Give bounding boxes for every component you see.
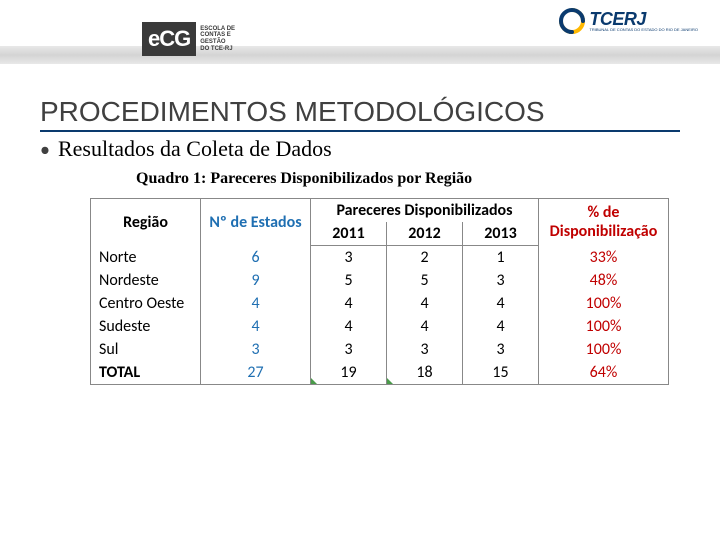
table-cell: Norte bbox=[91, 246, 201, 270]
table-cell: 3 bbox=[463, 338, 539, 361]
slide-header: eCG ESCOLA DE CONTAS E GESTÃO DO TCE-RJ … bbox=[0, 0, 720, 72]
table-cell: Sul bbox=[91, 338, 201, 361]
table-cell: Sudeste bbox=[91, 315, 201, 338]
table-cell: 5 bbox=[311, 269, 387, 292]
ecg-logo-line2: CONTAS E bbox=[200, 32, 260, 39]
th-pct: % de Disponibilização bbox=[539, 199, 669, 246]
table-cell: Centro Oeste bbox=[91, 292, 201, 315]
th-2012: 2012 bbox=[387, 222, 463, 246]
header-stripe bbox=[0, 46, 720, 64]
table-cell: 3 bbox=[463, 269, 539, 292]
table-cell: 3 bbox=[311, 246, 387, 270]
tcerj-logo-sub: TRIBUNAL DE CONTAS DO ESTADO DO RIO DE J… bbox=[589, 28, 698, 32]
table-cell: 4 bbox=[311, 315, 387, 338]
th-2011: 2011 bbox=[311, 222, 387, 246]
table-cell: 5 bbox=[387, 269, 463, 292]
ecg-logo: eCG ESCOLA DE CONTAS E GESTÃO DO TCE-RJ bbox=[142, 22, 260, 56]
table-cell: 2 bbox=[387, 246, 463, 270]
page-title: PROCEDIMENTOS METODOLÓGICOS bbox=[40, 96, 680, 128]
tcerj-swirl-icon bbox=[559, 8, 585, 34]
table-cell: 18 bbox=[387, 361, 463, 385]
slide-content: PROCEDIMENTOS METODOLÓGICOS • Resultados… bbox=[0, 72, 720, 385]
table-cell: 4 bbox=[311, 292, 387, 315]
table-cell: 6 bbox=[201, 246, 311, 270]
bullet-icon: • bbox=[40, 138, 50, 162]
table-cell: 4 bbox=[201, 315, 311, 338]
table-cell: 64% bbox=[539, 361, 669, 385]
table-cell: 27 bbox=[201, 361, 311, 385]
table-container: Região Nº de Estados Pareceres Disponibi… bbox=[90, 198, 680, 385]
table-row: Sul3333100% bbox=[91, 338, 669, 361]
ecg-logo-line1: ESCOLA DE bbox=[200, 26, 260, 33]
table-cell: 48% bbox=[539, 269, 669, 292]
th-regiao: Região bbox=[91, 199, 201, 246]
table-cell: 9 bbox=[201, 269, 311, 292]
subtitle-row: • Resultados da Coleta de Dados bbox=[40, 136, 680, 162]
error-indicator-icon bbox=[387, 378, 393, 384]
table-header-row-1: Região Nº de Estados Pareceres Disponibi… bbox=[91, 199, 669, 223]
table-cell: 3 bbox=[311, 338, 387, 361]
table-cell: 33% bbox=[539, 246, 669, 270]
table-row: Nordeste955348% bbox=[91, 269, 669, 292]
th-2013: 2013 bbox=[463, 222, 539, 246]
table-row: Centro Oeste4444100% bbox=[91, 292, 669, 315]
table-cell: 100% bbox=[539, 315, 669, 338]
table-cell: 100% bbox=[539, 338, 669, 361]
th-estados: Nº de Estados bbox=[201, 199, 311, 246]
table-cell: 4 bbox=[387, 315, 463, 338]
table-cell: 3 bbox=[387, 338, 463, 361]
tcerj-logo-text: TCERJ TRIBUNAL DE CONTAS DO ESTADO DO RI… bbox=[589, 10, 698, 32]
error-indicator-icon bbox=[311, 378, 317, 384]
tcerj-logo-main: TCERJ bbox=[589, 10, 698, 28]
table-cell: 100% bbox=[539, 292, 669, 315]
table-cell: 19 bbox=[311, 361, 387, 385]
pareceres-table: Região Nº de Estados Pareceres Disponibi… bbox=[90, 198, 669, 385]
table-row: Norte632133% bbox=[91, 246, 669, 270]
tcerj-logo: TCERJ TRIBUNAL DE CONTAS DO ESTADO DO RI… bbox=[559, 8, 698, 34]
table-caption: Quadro 1: Pareceres Disponibilizados por… bbox=[136, 170, 680, 188]
table-cell: TOTAL bbox=[91, 361, 201, 385]
table-cell: 4 bbox=[463, 292, 539, 315]
ecg-logo-line4: DO TCE-RJ bbox=[200, 46, 260, 53]
ecg-logo-line3: GESTÃO bbox=[200, 39, 260, 46]
table-cell: 4 bbox=[387, 292, 463, 315]
ecg-logo-abbr: eCG bbox=[142, 22, 196, 56]
table-cell: 1 bbox=[463, 246, 539, 270]
table-cell: 3 bbox=[201, 338, 311, 361]
subtitle: Resultados da Coleta de Dados bbox=[58, 136, 332, 162]
table-cell: 4 bbox=[463, 315, 539, 338]
title-underline bbox=[40, 130, 680, 132]
table-head: Região Nº de Estados Pareceres Disponibi… bbox=[91, 199, 669, 246]
table-cell: Nordeste bbox=[91, 269, 201, 292]
th-pareceres-group: Pareceres Disponibilizados bbox=[311, 199, 539, 223]
ecg-logo-text: ESCOLA DE CONTAS E GESTÃO DO TCE-RJ bbox=[200, 26, 260, 52]
table-cell: 4 bbox=[201, 292, 311, 315]
table-body: Norte632133%Nordeste955348%Centro Oeste4… bbox=[91, 246, 669, 385]
table-cell: 15 bbox=[463, 361, 539, 385]
table-row: TOTAL2719181564% bbox=[91, 361, 669, 385]
table-row: Sudeste4444100% bbox=[91, 315, 669, 338]
